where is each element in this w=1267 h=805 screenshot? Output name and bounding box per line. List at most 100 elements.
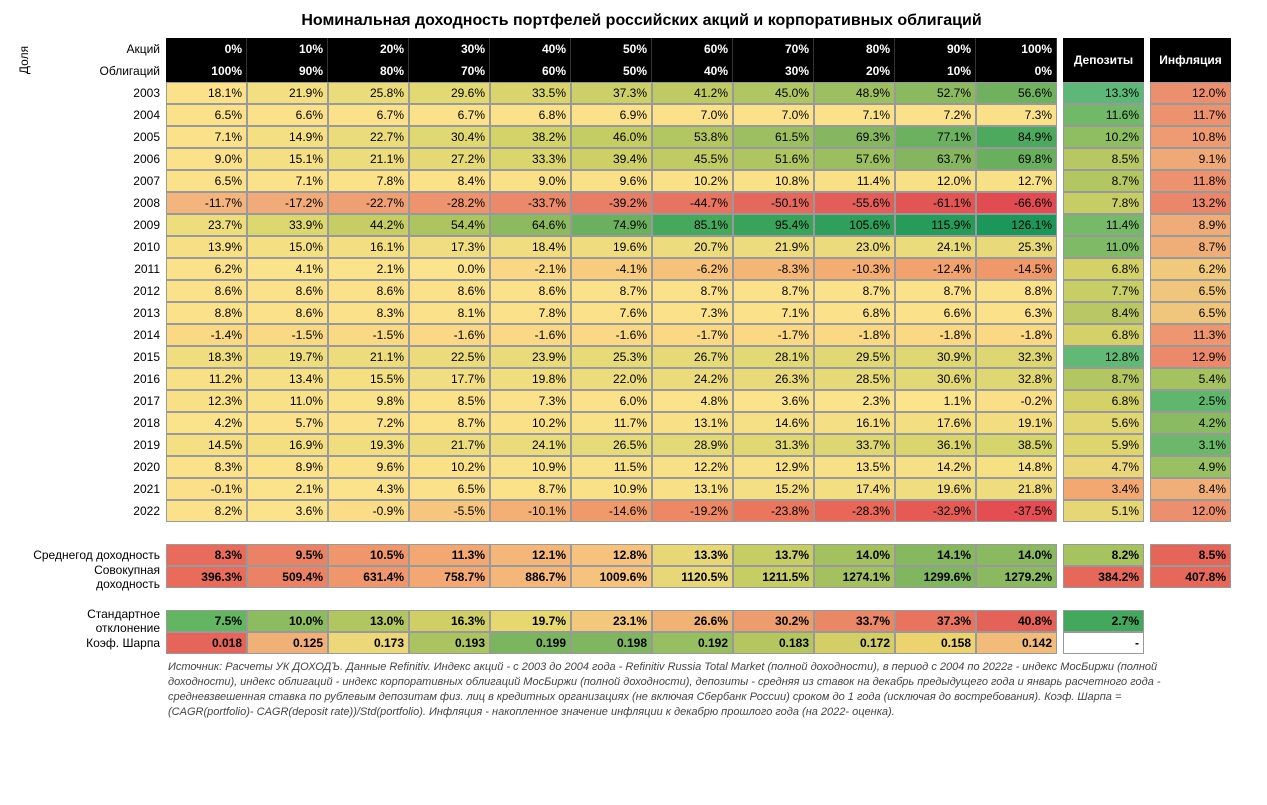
heat-cell: 41.2%	[652, 82, 733, 104]
inflation-cell: 4.2%	[1150, 412, 1231, 434]
heat-cell: 8.6%	[409, 280, 490, 302]
heat-cell: 25.8%	[328, 82, 409, 104]
heat-cell: 31.3%	[733, 434, 814, 456]
heat-cell: 21.1%	[328, 148, 409, 170]
year-label: 2020	[32, 456, 166, 478]
stats-cell: 0.172	[814, 632, 895, 654]
heat-cell: 7.3%	[976, 104, 1057, 126]
heat-cell: 61.5%	[733, 126, 814, 148]
heat-cell: 2.1%	[247, 478, 328, 500]
heat-cell: 7.3%	[490, 390, 571, 412]
heat-cell: 12.3%	[166, 390, 247, 412]
heat-cell: 9.8%	[328, 390, 409, 412]
heat-cell: -1.8%	[895, 324, 976, 346]
heat-cell: 11.7%	[571, 412, 652, 434]
deposit-cell: 7.8%	[1063, 192, 1144, 214]
heat-cell: 8.6%	[247, 302, 328, 324]
heat-cell: 11.0%	[247, 390, 328, 412]
header-bonds-pct: 30%	[733, 60, 814, 82]
heat-cell: 7.3%	[652, 302, 733, 324]
stats-cell: 23.1%	[571, 610, 652, 632]
deposit-cell: 11.4%	[1063, 214, 1144, 236]
deposit-cell: 6.8%	[1063, 324, 1144, 346]
heat-cell: 64.6%	[490, 214, 571, 236]
heat-cell: 8.7%	[490, 478, 571, 500]
header-stocks-pct: 100%	[976, 38, 1057, 60]
header-stocks-pct: 60%	[652, 38, 733, 60]
stats-cell: 30.2%	[733, 610, 814, 632]
heat-cell: 44.2%	[328, 214, 409, 236]
heat-cell: 48.9%	[814, 82, 895, 104]
header-stocks-pct: 0%	[166, 38, 247, 60]
heat-cell: 22.0%	[571, 368, 652, 390]
heat-cell: 21.9%	[733, 236, 814, 258]
heat-cell: -28.2%	[409, 192, 490, 214]
heat-cell: 8.7%	[409, 412, 490, 434]
heat-cell: 15.1%	[247, 148, 328, 170]
header-bonds-pct: 90%	[247, 60, 328, 82]
heat-cell: 7.0%	[652, 104, 733, 126]
heat-cell: 7.0%	[733, 104, 814, 126]
heat-cell: 17.6%	[895, 412, 976, 434]
heat-cell: 56.6%	[976, 82, 1057, 104]
heat-cell: 8.7%	[895, 280, 976, 302]
inflation-cell: 10.8%	[1150, 126, 1231, 148]
heat-cell: 4.2%	[166, 412, 247, 434]
heat-cell: 17.3%	[409, 236, 490, 258]
summary-cell: 10.5%	[328, 544, 409, 566]
inflation-cell: 12.0%	[1150, 82, 1231, 104]
heat-cell: 8.4%	[409, 170, 490, 192]
heat-cell: -19.2%	[652, 500, 733, 522]
stats-cell: 0.199	[490, 632, 571, 654]
heat-cell: 30.6%	[895, 368, 976, 390]
heat-cell: 6.0%	[571, 390, 652, 412]
heat-cell: -4.1%	[571, 258, 652, 280]
stats-cell: 0.142	[976, 632, 1057, 654]
heat-cell: 8.8%	[166, 302, 247, 324]
header-bonds-pct: 60%	[490, 60, 571, 82]
heat-cell: 24.2%	[652, 368, 733, 390]
heat-cell: -10.3%	[814, 258, 895, 280]
heat-cell: 2.3%	[814, 390, 895, 412]
heat-cell: 6.6%	[247, 104, 328, 126]
heat-cell: 8.1%	[409, 302, 490, 324]
header-bonds-pct: 20%	[814, 60, 895, 82]
inflation-cell: 12.9%	[1150, 346, 1231, 368]
year-label: 2013	[32, 302, 166, 324]
summary-deposit-cell: 384.2%	[1063, 566, 1144, 588]
heat-cell: 10.2%	[409, 456, 490, 478]
year-label: 2019	[32, 434, 166, 456]
heat-cell: 23.9%	[490, 346, 571, 368]
deposit-cell: 5.9%	[1063, 434, 1144, 456]
heat-cell: 10.8%	[733, 170, 814, 192]
heat-cell: -1.6%	[409, 324, 490, 346]
stats-cell: 37.3%	[895, 610, 976, 632]
heat-cell: 33.5%	[490, 82, 571, 104]
heat-cell: 63.7%	[895, 148, 976, 170]
heat-cell: 1.1%	[895, 390, 976, 412]
heat-cell: 95.4%	[733, 214, 814, 236]
stats-label: Коэф. Шарпа	[32, 632, 166, 654]
heat-cell: -12.4%	[895, 258, 976, 280]
inflation-cell: 6.5%	[1150, 302, 1231, 324]
stats-cell: 33.7%	[814, 610, 895, 632]
inflation-cell: 11.8%	[1150, 170, 1231, 192]
heat-cell: -0.2%	[976, 390, 1057, 412]
heat-cell: 22.7%	[328, 126, 409, 148]
year-label: 2015	[32, 346, 166, 368]
deposit-cell: 11.6%	[1063, 104, 1144, 126]
deposit-cell: 10.2%	[1063, 126, 1144, 148]
heat-cell: -0.1%	[166, 478, 247, 500]
heat-cell: 19.6%	[571, 236, 652, 258]
heat-cell: 21.7%	[409, 434, 490, 456]
heat-cell: 19.7%	[247, 346, 328, 368]
heat-cell: 9.0%	[490, 170, 571, 192]
heat-cell: 11.2%	[166, 368, 247, 390]
stats-cell: 0.125	[247, 632, 328, 654]
year-label: 2010	[32, 236, 166, 258]
heat-cell: 30.9%	[895, 346, 976, 368]
heat-cell: 4.3%	[328, 478, 409, 500]
heat-cell: 4.1%	[247, 258, 328, 280]
heat-cell: 38.2%	[490, 126, 571, 148]
year-label: 2014	[32, 324, 166, 346]
